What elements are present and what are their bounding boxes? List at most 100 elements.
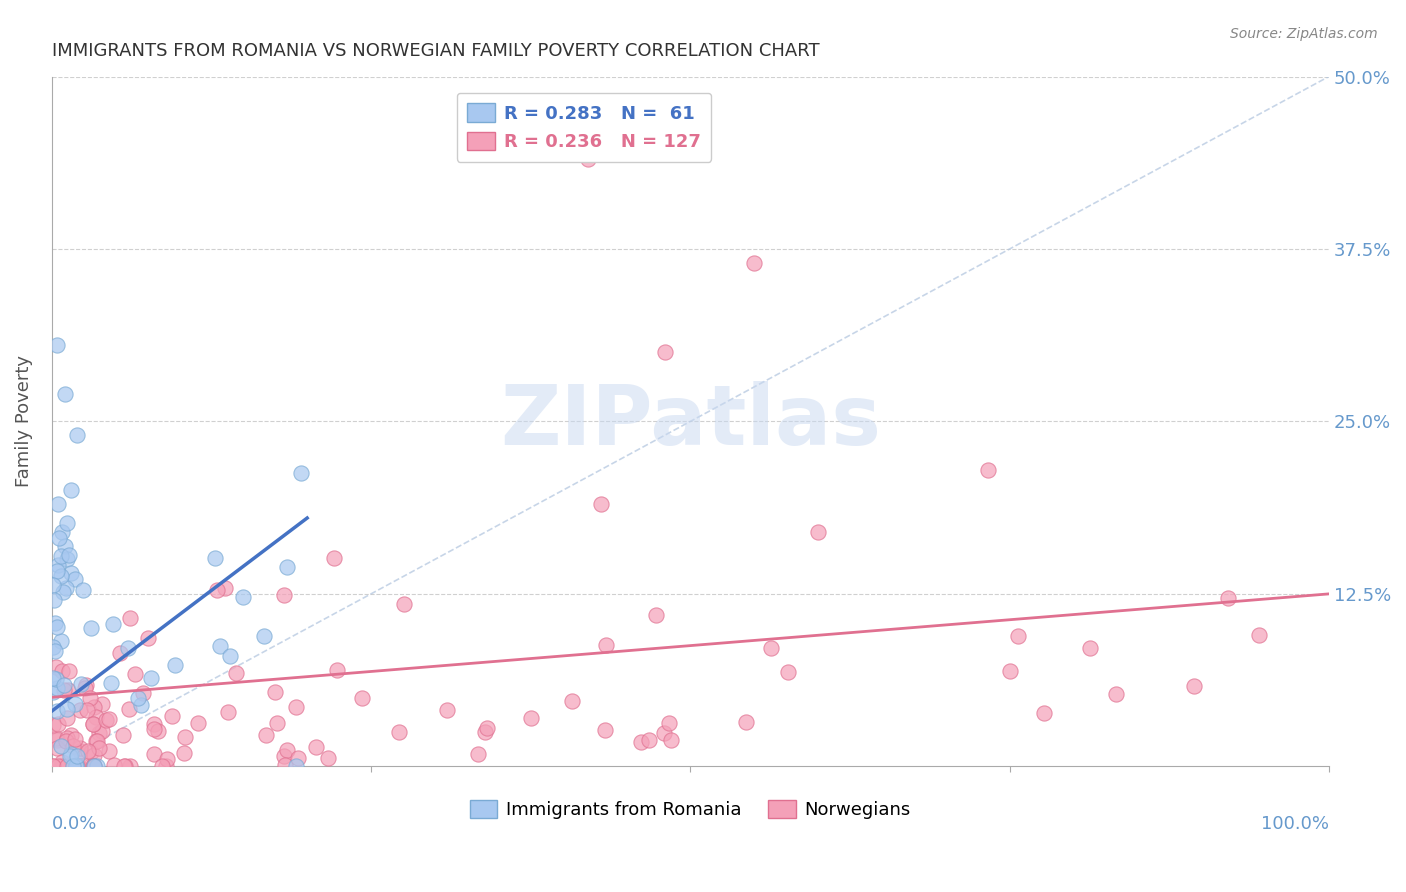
Point <box>66 759 89 773</box>
Point <box>86 733 108 747</box>
Point <box>59 748 82 763</box>
Point <box>1249 628 1271 642</box>
Point <box>759 641 782 656</box>
Point <box>42 685 65 699</box>
Point <box>42 717 65 731</box>
Point <box>45 564 67 578</box>
Point <box>1007 629 1029 643</box>
Point <box>46 497 69 511</box>
Point <box>60 728 83 742</box>
Point <box>86 759 108 773</box>
Point <box>156 752 179 766</box>
Point <box>204 550 226 565</box>
Point <box>136 632 159 646</box>
Point <box>70 759 93 773</box>
Point <box>118 611 141 625</box>
Point <box>110 646 132 660</box>
Point <box>143 747 166 762</box>
Point <box>124 667 146 681</box>
Point <box>44 616 66 631</box>
Point <box>53 539 76 553</box>
Point <box>173 746 195 760</box>
Point <box>46 717 69 731</box>
Point <box>112 728 135 742</box>
Point <box>72 583 94 598</box>
Point <box>42 578 65 592</box>
Point <box>652 726 675 740</box>
Point <box>46 558 69 572</box>
Point <box>658 716 681 731</box>
Point <box>66 759 89 773</box>
Point <box>51 756 73 770</box>
Point <box>630 735 652 749</box>
Point <box>219 649 242 664</box>
Point <box>388 725 411 739</box>
Point <box>284 759 307 773</box>
Point <box>146 724 169 739</box>
Text: IMMIGRANTS FROM ROMANIA VS NORWEGIAN FAMILY POVERTY CORRELATION CHART: IMMIGRANTS FROM ROMANIA VS NORWEGIAN FAM… <box>52 42 820 60</box>
Point <box>394 597 416 611</box>
Point <box>48 531 70 545</box>
Point <box>114 759 136 773</box>
Point <box>318 750 340 764</box>
Point <box>62 759 84 773</box>
Point <box>55 733 77 747</box>
Point <box>59 747 82 761</box>
Point <box>474 725 496 739</box>
Point <box>52 585 75 599</box>
Point <box>254 728 277 742</box>
Point <box>45 681 67 696</box>
Point <box>132 685 155 699</box>
Point <box>49 634 72 648</box>
Point <box>350 691 373 706</box>
Point <box>150 759 173 773</box>
Point <box>65 758 87 772</box>
Point <box>263 685 285 699</box>
Point <box>77 744 100 758</box>
Point <box>287 751 309 765</box>
Point <box>70 677 93 691</box>
Point <box>56 552 79 566</box>
Point <box>46 733 69 747</box>
Point <box>322 550 344 565</box>
Point <box>1078 641 1101 656</box>
Point <box>53 683 76 698</box>
Point <box>143 722 166 736</box>
Point <box>253 629 276 643</box>
Point <box>139 671 162 685</box>
Point <box>225 666 247 681</box>
Point <box>276 743 298 757</box>
Point <box>207 583 229 598</box>
Point <box>1218 591 1240 605</box>
Point <box>273 588 295 602</box>
Point <box>84 709 107 723</box>
Point <box>45 672 67 686</box>
Point <box>56 683 79 698</box>
Point <box>576 153 599 167</box>
Text: ZIPatlas: ZIPatlas <box>499 381 880 462</box>
Point <box>65 749 87 764</box>
Point <box>519 711 541 725</box>
Text: 0.0%: 0.0% <box>52 814 97 832</box>
Point <box>127 690 149 705</box>
Point <box>266 715 288 730</box>
Y-axis label: Family Poverty: Family Poverty <box>15 355 32 487</box>
Point <box>79 691 101 706</box>
Point <box>56 759 79 773</box>
Point <box>217 705 239 719</box>
Point <box>274 757 297 772</box>
Point <box>69 741 91 756</box>
Point <box>187 715 209 730</box>
Point <box>51 759 73 773</box>
Point <box>58 664 80 678</box>
Point <box>42 759 65 773</box>
Point <box>75 681 97 696</box>
Point <box>735 715 758 730</box>
Point <box>69 759 91 773</box>
Point <box>1105 687 1128 701</box>
Point <box>75 678 97 692</box>
Point <box>44 593 66 607</box>
Point <box>214 581 236 595</box>
Text: 100.0%: 100.0% <box>1261 814 1329 832</box>
Point <box>65 731 87 746</box>
